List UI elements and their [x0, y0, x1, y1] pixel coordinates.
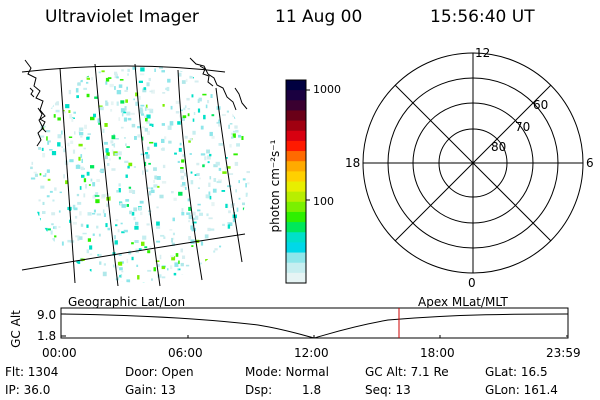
- gain-value: Gain: 13: [125, 383, 176, 397]
- colorbar-segment: [286, 171, 306, 183]
- apex-mlat-mlt-label: Apex MLat/MLT: [418, 295, 508, 309]
- mlt-label-12: 12: [475, 46, 490, 60]
- geographic-image-panel: [21, 57, 250, 287]
- y-tick-1-8: 1.8: [37, 329, 57, 343]
- lat-lon-grid: [21, 63, 246, 287]
- colorbar-segment: [286, 151, 306, 162]
- colorbar-segment: [286, 272, 306, 284]
- colorbar-segment: [286, 262, 306, 274]
- x-tick-2359: 23:59: [546, 346, 581, 360]
- door-status: Door: Open: [125, 365, 194, 379]
- colorbar-segment: [286, 222, 306, 233]
- colorbar-segment: [286, 191, 306, 203]
- time-label: 15:56:40 UT: [430, 7, 535, 27]
- colorbar-tick-1000: 1000: [313, 83, 341, 96]
- colorbar-segment: [286, 100, 306, 112]
- seq-value: Seq: 13: [365, 383, 411, 397]
- mlt-label-18: 18: [345, 156, 360, 170]
- mlat-mlt-polar-plot: 12 18 6 0 60 70 80: [345, 46, 594, 290]
- x-tick-0600: 06:00: [168, 346, 203, 360]
- x-tick-1200: 12:00: [294, 346, 329, 360]
- glon-value: GLon: 161.4: [485, 383, 558, 397]
- dsp-value: 1.8: [302, 383, 322, 397]
- colorbar-segment: [286, 232, 306, 243]
- colorbar-tick-100: 100: [313, 195, 334, 208]
- colorbar-segment: [286, 120, 306, 132]
- mlat-label-80: 80: [491, 140, 506, 154]
- colorbar-segment: [286, 252, 306, 264]
- colorbar-segment: [286, 201, 306, 213]
- y-tick-9-0: 9.0: [37, 308, 57, 322]
- gc-altitude-timeline: [60, 307, 569, 339]
- mode-value: Mode: Normal: [245, 365, 329, 379]
- color-scale-bar: [285, 79, 310, 284]
- gc-alt-value: GC Alt: 7.1 Re: [365, 365, 449, 379]
- flight-number: Flt: 1304: [5, 365, 59, 379]
- colorbar-segment: [286, 110, 306, 122]
- ip-value: IP: 36.0: [5, 383, 51, 397]
- colorbar-segment: [286, 181, 306, 193]
- glat-value: GLat: 16.5: [485, 365, 548, 379]
- date-label: 11 Aug 00: [275, 7, 363, 27]
- mlt-label-6: 6: [586, 156, 594, 170]
- geographic-lat-lon-label: Geographic Lat/Lon: [68, 295, 186, 309]
- mlt-label-0: 0: [468, 276, 476, 290]
- colorbar-segment: [286, 211, 306, 223]
- x-tick-0000: 00:00: [42, 346, 77, 360]
- gc-alt-curve: [60, 313, 569, 339]
- colorbar-segment: [286, 140, 306, 152]
- x-tick-1800: 18:00: [420, 346, 455, 360]
- colorbar-segment: [286, 242, 306, 254]
- mlat-label-70: 70: [515, 120, 530, 134]
- colorbar-segment: [286, 80, 306, 91]
- dsp-label: Dsp:: [245, 383, 273, 397]
- colorbar-segment: [286, 130, 306, 142]
- colorbar-segment: [286, 90, 306, 101]
- colorbar-unit-label: photon cm⁻²s⁻¹: [268, 139, 282, 233]
- gc-alt-axis-title: GC Alt: [9, 310, 23, 348]
- instrument-title: Ultraviolet Imager: [45, 7, 199, 27]
- mlat-label-60: 60: [533, 98, 548, 112]
- coastline-outline: [24, 57, 248, 147]
- colorbar-segment: [286, 161, 306, 172]
